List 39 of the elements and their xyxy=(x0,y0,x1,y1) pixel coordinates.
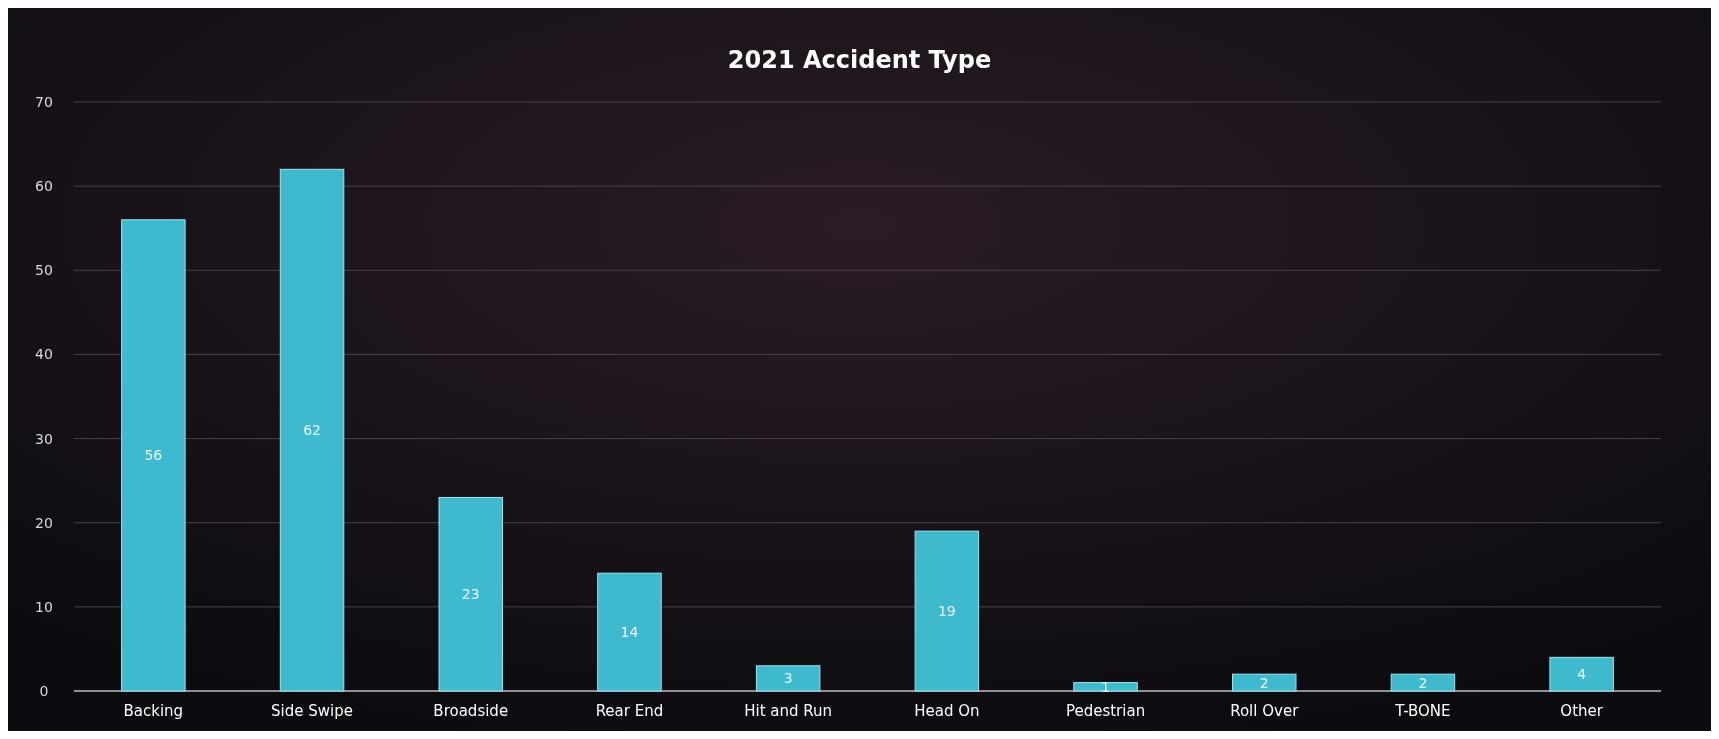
data-label: 56 xyxy=(144,447,163,464)
x-tick-label: Hit and Run xyxy=(744,702,833,720)
bar xyxy=(597,572,662,692)
y-tick-label: 20 xyxy=(35,514,53,531)
data-label: 3 xyxy=(783,670,793,687)
bar xyxy=(914,530,980,692)
bar xyxy=(755,665,821,692)
y-tick-label: 30 xyxy=(35,430,53,447)
x-tick-label: Backing xyxy=(123,702,184,720)
bar xyxy=(279,168,345,692)
bar xyxy=(1549,656,1614,692)
x-tick-label: Broadside xyxy=(433,702,509,720)
x-tick-label: Pedestrian xyxy=(1065,702,1146,720)
bar xyxy=(1073,682,1138,692)
data-label: 4 xyxy=(1577,666,1587,683)
bar xyxy=(1390,673,1456,692)
y-tick-label: 40 xyxy=(35,346,53,363)
x-tick-label: T-BONE xyxy=(1394,702,1451,720)
bar xyxy=(438,496,503,692)
x-tick-label: Head On xyxy=(914,702,980,720)
data-label: 14 xyxy=(620,624,639,641)
y-tick-label: 60 xyxy=(35,178,53,195)
x-tick-label: Side Swipe xyxy=(271,702,354,720)
data-label: 23 xyxy=(461,586,480,603)
y-tick-label: 50 xyxy=(35,262,53,279)
chart-title: 2021 Accident Type xyxy=(727,46,992,74)
data-label: 19 xyxy=(937,603,956,620)
data-label: 2 xyxy=(1418,674,1428,691)
y-tick-label: 10 xyxy=(35,598,53,615)
data-label: 62 xyxy=(303,422,321,439)
y-tick-label: 70 xyxy=(35,94,53,110)
y-tick-label: 0 xyxy=(39,683,49,699)
data-label: 1 xyxy=(1101,678,1111,695)
data-label: 2 xyxy=(1259,674,1269,691)
bar xyxy=(1232,673,1297,692)
x-tick-label: Roll Over xyxy=(1230,702,1300,720)
x-tick-label: Other xyxy=(1560,702,1604,720)
x-tick-label: Rear End xyxy=(595,702,664,720)
bar xyxy=(121,219,186,692)
